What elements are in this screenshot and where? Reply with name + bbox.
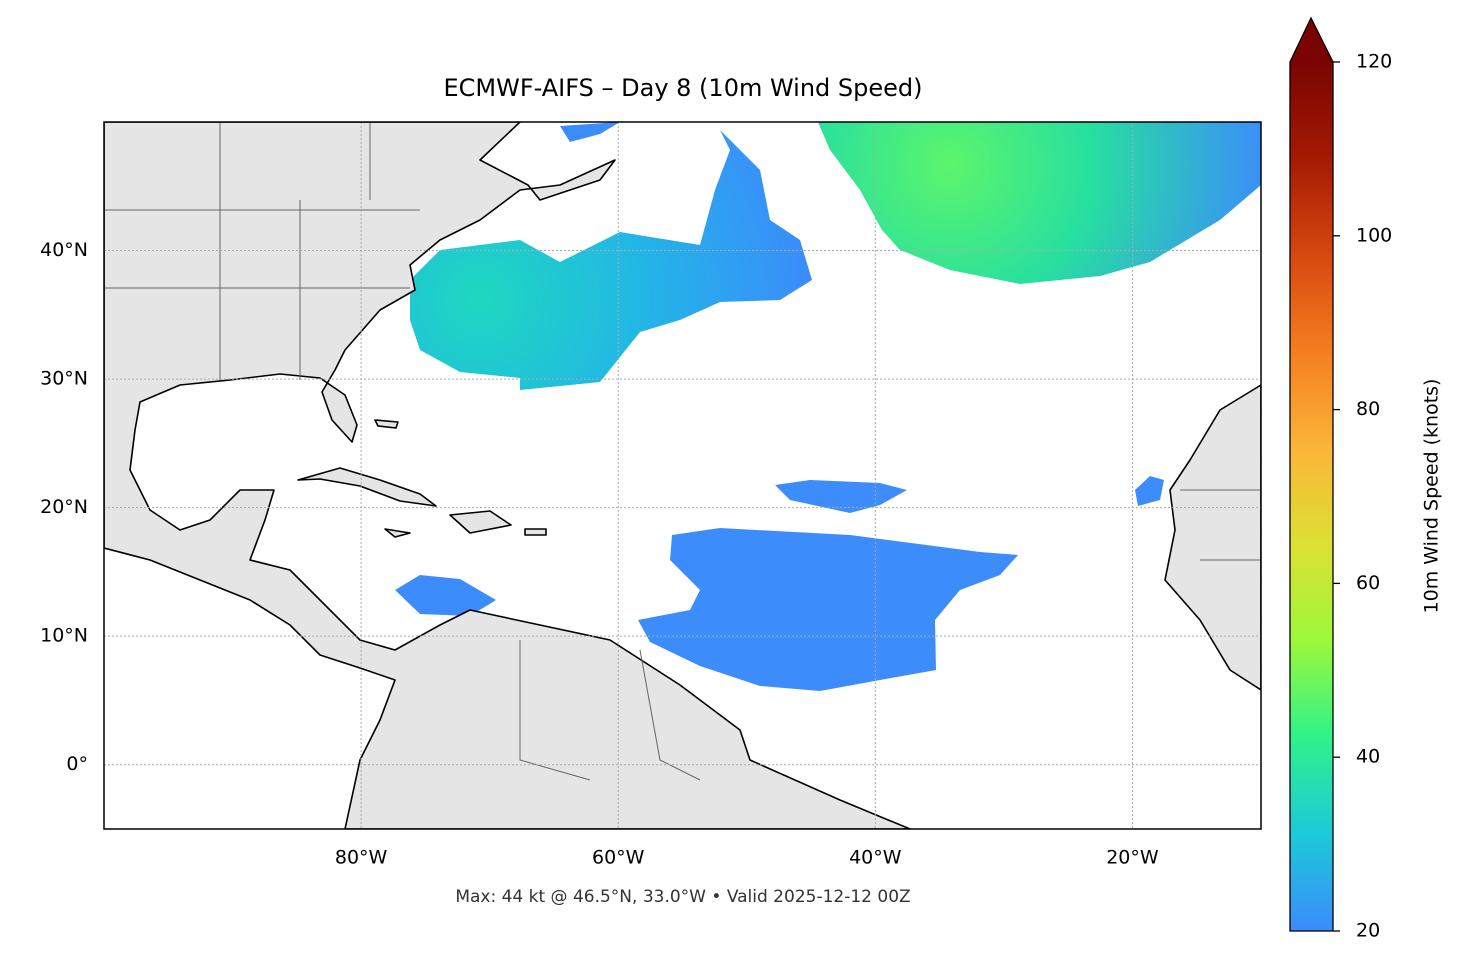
colorbar: 10m Wind Speed (knots) 20 40 60 80 100 120 bbox=[1289, 16, 1443, 942]
axes: 80°W 60°W 40°W 20°W 0° 10°N 20°N 30°N 40°N bbox=[40, 239, 1159, 868]
y-tick-label: 10°N bbox=[40, 625, 88, 647]
colorbar-frame bbox=[1289, 16, 1334, 932]
island bbox=[524, 528, 547, 536]
colorbar-tick-label: 60 bbox=[1356, 572, 1380, 594]
americas bbox=[104, 122, 911, 829]
wind-area bbox=[775, 480, 907, 513]
map bbox=[104, 122, 1261, 829]
x-tick-label: 40°W bbox=[849, 847, 902, 869]
wind-field bbox=[395, 122, 1261, 691]
wind-area bbox=[410, 130, 812, 390]
island bbox=[384, 528, 411, 538]
wind-area bbox=[395, 575, 496, 616]
colorbar-gradient bbox=[1290, 62, 1333, 931]
colorbar-extension bbox=[1290, 18, 1333, 62]
island bbox=[374, 419, 399, 429]
colorbar-tick-label: 120 bbox=[1356, 51, 1392, 73]
y-tick-label: 30°N bbox=[40, 368, 88, 390]
wind-area bbox=[638, 528, 1018, 691]
colorbar-label: 10m Wind Speed (knots) bbox=[1421, 379, 1443, 614]
y-tick-label: 40°N bbox=[40, 239, 88, 261]
wind-area bbox=[1135, 476, 1164, 506]
colorbar-tick-label: 20 bbox=[1356, 920, 1380, 942]
colorbar-tick-label: 100 bbox=[1356, 224, 1392, 246]
colorbar-tick-label: 40 bbox=[1356, 746, 1380, 768]
land bbox=[104, 122, 1261, 829]
x-tick-label: 60°W bbox=[592, 847, 645, 869]
colorbar-tick-label: 80 bbox=[1356, 398, 1380, 420]
island bbox=[449, 510, 512, 534]
y-tick-label: 20°N bbox=[40, 496, 88, 518]
x-tick-label: 80°W bbox=[335, 847, 388, 869]
title: ECMWF-AIFS – Day 8 (10m Wind Speed) bbox=[443, 74, 922, 102]
africa bbox=[1164, 384, 1261, 691]
map-frame bbox=[103, 121, 1262, 830]
wind-area bbox=[560, 122, 620, 142]
footer: Max: 44 kt @ 46.5°N, 33.0°W • Valid 2025… bbox=[455, 887, 910, 907]
grid bbox=[104, 122, 1261, 829]
island bbox=[297, 467, 437, 507]
x-tick-label: 20°W bbox=[1106, 847, 1159, 869]
wind-area bbox=[818, 122, 1261, 284]
y-tick-label: 0° bbox=[66, 753, 88, 775]
